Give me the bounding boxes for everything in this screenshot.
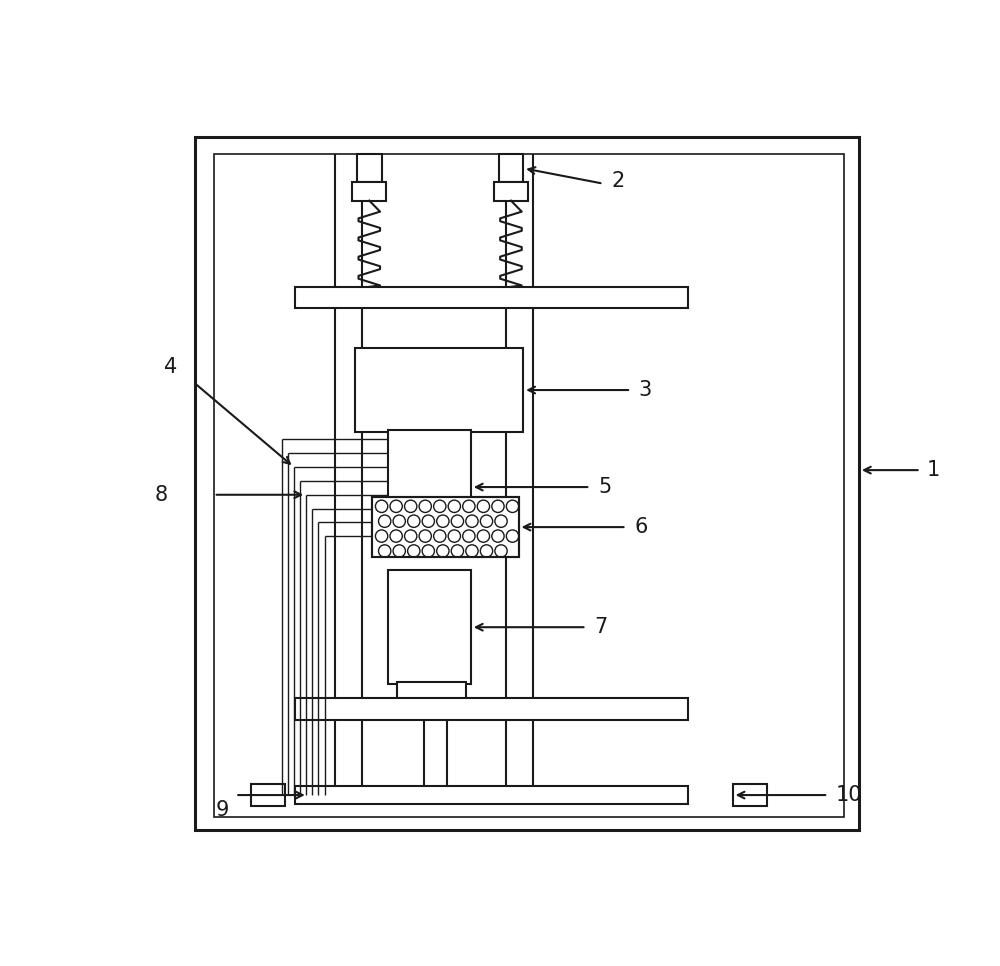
Text: 2: 2 <box>611 171 624 191</box>
Bar <box>295 785 688 805</box>
Bar <box>295 698 688 720</box>
Bar <box>352 183 386 201</box>
Bar <box>412 417 436 432</box>
Text: 10: 10 <box>836 785 862 805</box>
Bar <box>251 784 285 806</box>
Bar <box>733 784 767 806</box>
Text: 3: 3 <box>639 380 652 400</box>
Bar <box>388 430 471 544</box>
Text: 8: 8 <box>154 485 168 505</box>
Text: 1: 1 <box>927 460 940 480</box>
Bar <box>355 349 523 432</box>
Bar <box>214 155 844 816</box>
Bar <box>494 183 528 201</box>
Bar <box>295 287 688 308</box>
Bar <box>405 432 443 448</box>
Bar <box>372 497 519 557</box>
Text: 9: 9 <box>216 801 229 820</box>
Text: 4: 4 <box>164 357 177 377</box>
Bar <box>388 570 471 684</box>
Text: 6: 6 <box>634 517 648 537</box>
Bar <box>357 155 382 183</box>
Bar <box>372 497 519 557</box>
Bar <box>195 137 859 831</box>
Bar <box>499 155 523 183</box>
Bar <box>397 682 466 698</box>
Text: 5: 5 <box>598 477 611 497</box>
Text: 7: 7 <box>594 617 607 638</box>
